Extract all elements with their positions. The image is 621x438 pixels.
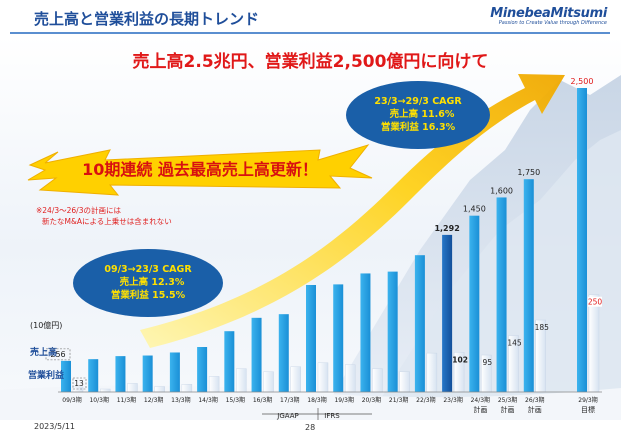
sales-value-label: 2,500: [571, 77, 594, 86]
legend-profit: 営業利益: [28, 369, 64, 381]
x-tick-label: 24/3期: [471, 396, 490, 404]
banner-text: 10期連続 過去最高売上高更新！: [82, 160, 318, 179]
x-sublabel: 計画: [501, 405, 515, 414]
sales-bar: [115, 356, 125, 392]
cagr-past-title: 09/3→23/3 CAGR: [104, 264, 192, 275]
x-tick-label: 20/3期: [362, 396, 381, 404]
profit-bar: [291, 367, 301, 392]
x-tick-label: 10/3期: [89, 396, 108, 404]
x-tick-label: 25/3期: [498, 396, 517, 404]
x-sublabel: 計画: [528, 405, 542, 414]
sales-value-label: 1,750: [517, 168, 540, 177]
x-tick-label: 11/3期: [117, 396, 136, 404]
cagr-future-sales: 売上高 11.6%: [390, 108, 455, 120]
x-tick-label: 17/3期: [280, 396, 299, 404]
sales-value-label: 1,450: [463, 205, 486, 214]
x-tick-label: 26/3期: [525, 396, 544, 404]
profit-bar: [372, 369, 382, 392]
profit-bar: [318, 363, 328, 392]
note-line-2: 新たなM&Aによる上乗せは含まれない: [42, 216, 172, 226]
profit-bar: [182, 384, 192, 392]
sales-bar: [360, 273, 370, 392]
sales-bar: [224, 331, 234, 392]
x-sublabel: 目標: [581, 405, 595, 414]
profit-bar: [427, 353, 437, 392]
profit-value-label: 145: [507, 339, 522, 348]
sales-bar: [197, 347, 207, 392]
x-sublabel: 計画: [473, 405, 487, 414]
x-tick-label: 18/3期: [307, 396, 326, 404]
sales-bar: [143, 356, 153, 392]
sales-value-label: 1,600: [490, 186, 513, 195]
profit-bar: [236, 369, 246, 392]
profit-value-label: 102: [452, 355, 468, 364]
sales-bar: [388, 272, 398, 392]
footer-date: 2023/5/11: [34, 422, 75, 431]
sales-bar: [252, 318, 262, 392]
profit-bar: [100, 389, 110, 392]
x-tick-label: 23/3期: [443, 396, 462, 404]
profit-bar: [264, 372, 274, 392]
x-tick-label: 09/3期: [62, 396, 81, 404]
cagr-past-bubble: 09/3→23/3 CAGR 売上高 12.3% 営業利益 15.5%: [73, 249, 223, 317]
x-tick-label: 19/3期: [334, 396, 353, 404]
logo-tagline: Passion to Create Value through Differen…: [490, 20, 607, 26]
sales-value-label: 1,292: [434, 224, 459, 233]
x-tick-label: 21/3期: [389, 396, 408, 404]
x-tick-label: 29/3期: [578, 396, 597, 404]
profit-bar: [127, 383, 137, 392]
x-tick-label: 14/3期: [198, 396, 217, 404]
cagr-future-title: 23/3→29/3 CAGR: [374, 96, 462, 107]
sales-bar: [279, 314, 289, 392]
sales-bar: [415, 255, 425, 392]
legend-sales: 売上高: [30, 346, 57, 358]
sales-bar: [524, 179, 534, 392]
sales-bar: [497, 197, 507, 392]
cagr-future-bubble: 23/3→29/3 CAGR 売上高 11.6% 営業利益 16.3%: [346, 81, 490, 149]
cagr-future-profit: 営業利益 16.3%: [381, 121, 456, 133]
x-tick-label: 16/3期: [253, 396, 272, 404]
x-tick-label: 13/3期: [171, 396, 190, 404]
profit-value-label: 13: [74, 379, 84, 388]
profit-bar: [589, 295, 599, 392]
sales-bar: [469, 216, 479, 392]
headline: 売上高2.5兆円、営業利益2,500億円に向けて: [0, 47, 621, 72]
profit-bar: [209, 376, 219, 392]
logo-name: MinebeaMitsumi: [490, 6, 607, 21]
sales-bar: [333, 284, 343, 392]
ifrs-label: IFRS: [324, 412, 340, 420]
page-title: 売上高と営業利益の長期トレンド: [34, 8, 259, 29]
x-tick-label: 22/3期: [416, 396, 435, 404]
page-number: 28: [305, 423, 315, 432]
jgaap-label: JGAAP: [276, 412, 298, 420]
sales-bar: [170, 352, 180, 392]
profit-bar: [400, 372, 410, 392]
sales-bar: [577, 88, 587, 392]
x-tick-label: 12/3期: [144, 396, 163, 404]
profit-value-label: 250: [588, 298, 603, 307]
cagr-past-sales: 売上高 12.3%: [120, 276, 185, 288]
title-underline: [10, 32, 610, 34]
profit-bar: [345, 365, 355, 392]
sales-bar: [306, 285, 316, 392]
profit-value-label: 185: [535, 323, 550, 332]
company-logo: MinebeaMitsumi Passion to Create Value t…: [490, 6, 607, 26]
profit-bar: [155, 387, 165, 392]
x-tick-label: 15/3期: [226, 396, 245, 404]
unit-label: (10億円): [30, 320, 62, 330]
sales-bar: [442, 235, 452, 392]
cagr-past-profit: 営業利益 15.5%: [111, 289, 186, 301]
note-line-1: ※24/3～26/3の計画には: [36, 205, 121, 215]
sales-bar: [88, 359, 98, 392]
profit-value-label: 95: [483, 358, 493, 367]
